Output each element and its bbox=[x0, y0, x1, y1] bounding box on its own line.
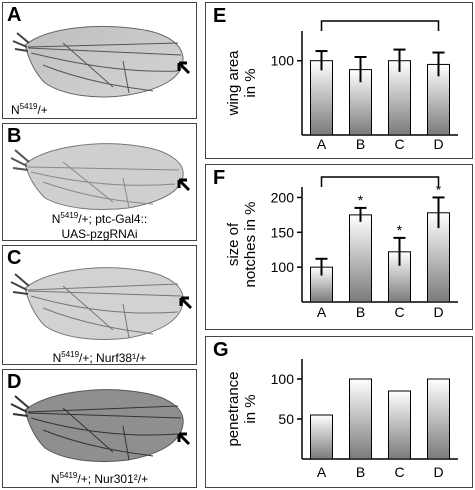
wing-image-c bbox=[10, 267, 193, 340]
arrow-icon bbox=[177, 61, 191, 75]
panel-label-c: C bbox=[7, 247, 22, 269]
genotype-line: UAS-pzgRNAi bbox=[61, 227, 138, 241]
x-tick-label: C bbox=[394, 136, 404, 152]
panel-label-d: D bbox=[7, 371, 22, 393]
comparison-bracket bbox=[320, 176, 440, 187]
y-axis-label: penetrancein % bbox=[225, 371, 259, 446]
x-tick-label: D bbox=[433, 136, 443, 152]
y-tick-label: 100 bbox=[271, 371, 295, 387]
genotype-line: N5419/+; Nur301²/+ bbox=[50, 471, 149, 486]
chart-panel-label-f: F bbox=[213, 167, 226, 189]
wing-panel-b: B N5419/+; ptc-Gal4:: UAS-pzgRNAi bbox=[2, 123, 197, 241]
y-tick-label: 50 bbox=[278, 411, 294, 427]
wing-panel-c: C N5419/+; Nurf38¹/+ bbox=[2, 245, 197, 365]
chart-panel-e: E 100 wing areain % A B C D bbox=[205, 2, 473, 159]
genotype-line: N5419/+ bbox=[11, 102, 48, 117]
wing-image-a bbox=[12, 25, 191, 98]
bar-B bbox=[349, 378, 372, 460]
bar-chart-f: 100 150 200 size ofnotches in % A * B * C * D bbox=[225, 176, 458, 320]
bar-D bbox=[427, 378, 450, 460]
wing-panel-d: D N5419/+; Nur301²/+ bbox=[2, 369, 197, 488]
genotype-line: N5419/+; Nurf38¹/+ bbox=[52, 350, 147, 365]
chart-panel-f: F 100 150 200 size ofnotches in % A * B * C * D bbox=[205, 164, 473, 330]
bar-C bbox=[388, 60, 411, 136]
x-tick-label: B bbox=[356, 464, 365, 480]
x-tick-label: D bbox=[433, 464, 443, 480]
x-tick-label: B bbox=[356, 304, 365, 320]
x-tick-label: B bbox=[356, 136, 365, 152]
genotype-line: N5419/+; ptc-Gal4:: bbox=[51, 211, 148, 226]
x-tick-label: C bbox=[394, 464, 404, 480]
significance-star: * bbox=[358, 192, 364, 208]
x-tick-label: C bbox=[394, 304, 404, 320]
significance-star: * bbox=[436, 181, 442, 197]
comparison-bracket bbox=[320, 20, 440, 31]
arrow-icon bbox=[179, 296, 193, 310]
bar-A bbox=[310, 414, 333, 460]
bar-chart-g: 50 100 penetrancein % A B C D bbox=[225, 359, 458, 480]
genotype-label-d: N5419/+; Nur301²/+ bbox=[3, 468, 196, 487]
chart-panel-g: G 50 100 penetrancein % A B C D bbox=[205, 336, 473, 488]
bar-C bbox=[388, 390, 411, 460]
genotype-label-c: N5419/+; Nurf38¹/+ bbox=[3, 347, 196, 366]
y-tick-label: 100 bbox=[271, 53, 295, 69]
y-tick-label: 150 bbox=[271, 224, 295, 240]
chart-panel-label-e: E bbox=[213, 5, 227, 27]
y-tick-label: 200 bbox=[271, 189, 295, 205]
significance-star: * bbox=[397, 222, 403, 238]
wing-image-d bbox=[10, 389, 191, 462]
panel-label-b: B bbox=[7, 125, 22, 147]
bar-A bbox=[310, 60, 333, 136]
x-tick-label: A bbox=[317, 304, 327, 320]
chart-panel-label-g: G bbox=[213, 339, 229, 361]
arrow-icon bbox=[177, 432, 191, 446]
panel-label-a: A bbox=[7, 4, 22, 26]
bar-B bbox=[349, 214, 372, 303]
y-axis-label: size ofnotches in % bbox=[225, 202, 259, 288]
wing-panel-a: A N5419/+ bbox=[2, 2, 197, 119]
arrow-icon bbox=[177, 178, 191, 192]
x-tick-label: D bbox=[433, 304, 443, 320]
x-tick-label: A bbox=[317, 136, 327, 152]
bar-chart-e: 100 wing areain % A B C D bbox=[225, 20, 458, 152]
x-tick-label: A bbox=[317, 464, 327, 480]
y-axis-label: wing areain % bbox=[225, 50, 259, 117]
y-tick-label: 100 bbox=[271, 259, 295, 275]
wing-image-b bbox=[10, 143, 191, 210]
genotype-label-a: N5419/+ bbox=[11, 99, 204, 118]
genotype-label-b: N5419/+; ptc-Gal4:: UAS-pzgRNAi bbox=[3, 208, 196, 242]
